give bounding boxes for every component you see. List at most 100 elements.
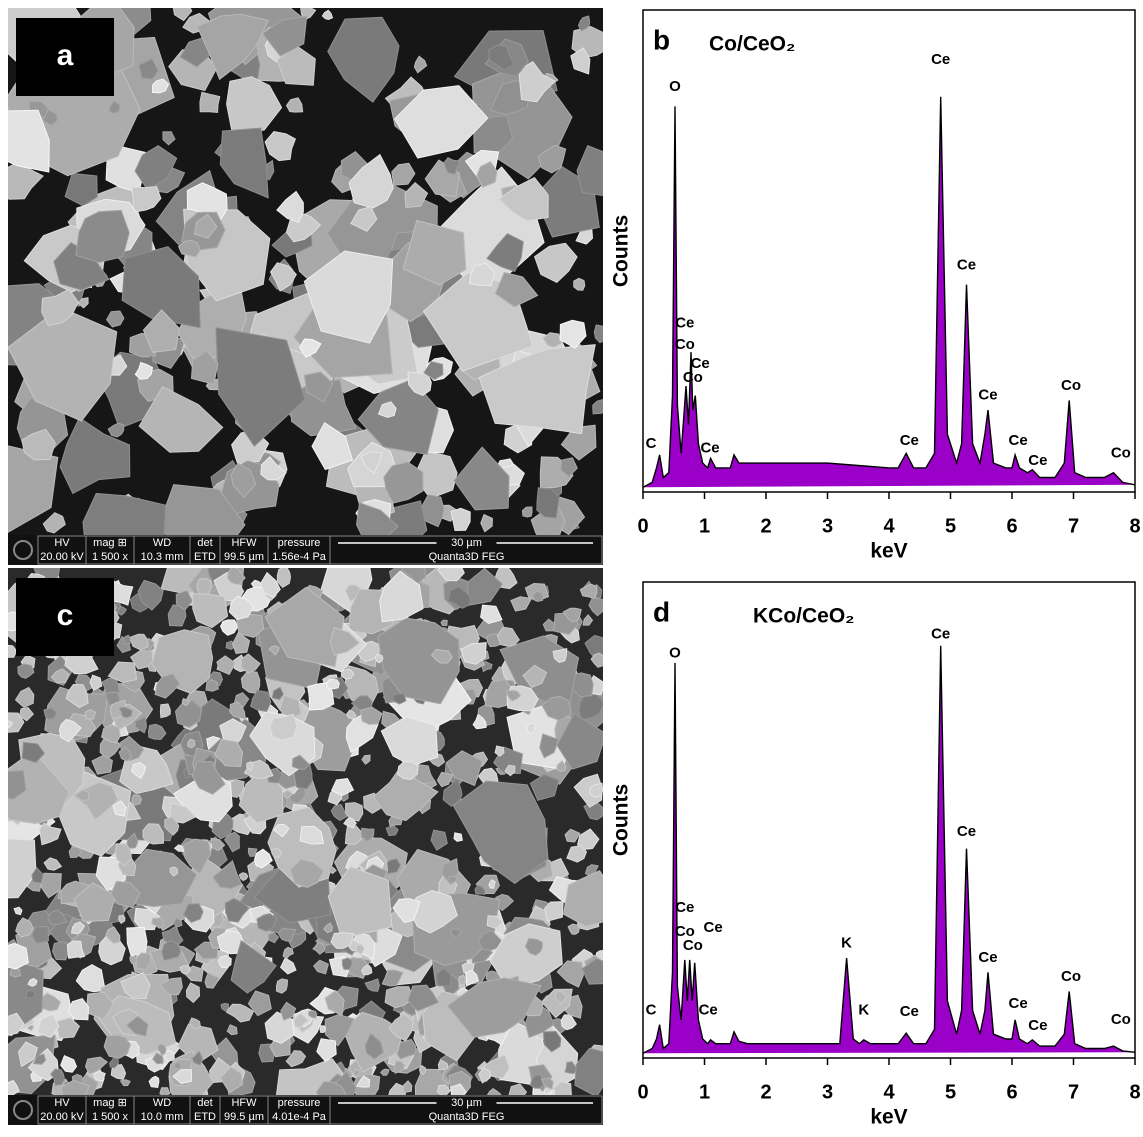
peak-label: Ce [675, 314, 694, 331]
micrograph: aHV20.00 kVmag ⊞1 500 xWD10.3 mmdetETDHF… [0, 0, 630, 574]
particle [94, 1071, 106, 1081]
figure: aHV20.00 kVmag ⊞1 500 xWD10.3 mmdetETDHF… [0, 0, 1143, 1132]
x-tick-label: 2 [760, 1081, 771, 1103]
info-key: pressure [278, 1097, 321, 1109]
peak-label: Ce [1028, 452, 1047, 469]
info-key: WD [153, 537, 171, 549]
spectrum [643, 646, 1135, 1053]
panel-label: c [57, 599, 74, 632]
x-tick-label: 0 [637, 1081, 648, 1103]
peak-label: Ce [1028, 1017, 1047, 1034]
particle [143, 824, 164, 844]
peak-label: K [841, 935, 852, 952]
x-tick-label: 8 [1129, 1081, 1140, 1103]
particle [188, 739, 195, 748]
info-value: 99.5 µm [224, 1111, 264, 1123]
info-key: HV [54, 537, 70, 549]
info-value: 20.00 kV [40, 551, 84, 563]
x-tick-label: 7 [1068, 1081, 1079, 1103]
info-key: mag ⊞ [93, 1097, 127, 1109]
peak-label: Co [1061, 377, 1081, 394]
x-tick-label: 7 [1068, 515, 1079, 537]
particle [451, 508, 470, 530]
x-tick-label: 0 [637, 515, 648, 537]
info-value: 1 500 x [92, 551, 129, 563]
info-key: WD [153, 1097, 171, 1109]
info-value: 10.0 mm [141, 1111, 184, 1123]
x-tick-label: 2 [760, 515, 771, 537]
peak-label: K [858, 1001, 869, 1018]
info-key: mag ⊞ [93, 537, 127, 549]
x-tick-label: 8 [1129, 515, 1140, 537]
particle [132, 795, 142, 805]
peak-label: Co [675, 336, 695, 353]
particle [85, 710, 96, 719]
peak-label: Ce [675, 899, 694, 916]
peak-label: Ce [1009, 995, 1028, 1012]
scale-label: 30 µm [451, 537, 482, 549]
panel-label: b [653, 24, 670, 55]
x-tick-label: 1 [699, 515, 710, 537]
peak-label: Ce [900, 432, 919, 449]
particle [454, 833, 462, 842]
peak-label: Ce [700, 440, 719, 457]
particle [326, 680, 339, 690]
x-axis-label: keV [870, 540, 907, 563]
peak-label: Ce [704, 919, 723, 936]
particle [0, 943, 28, 969]
micrograph: cHV20.00 kVmag ⊞1 500 xWD10.0 mmdetETDHF… [0, 545, 617, 1125]
info-value: 1 500 x [92, 1111, 129, 1123]
info-value: 99.5 µm [224, 551, 264, 563]
instrument: Quanta3D FEG [429, 1111, 505, 1123]
peak-label: Ce [957, 823, 976, 840]
peak-label: C [646, 1001, 657, 1018]
chart-title: Co/CeO₂ [709, 33, 795, 56]
particle [345, 826, 361, 845]
peak-label: Co [683, 937, 703, 954]
info-value: 20.00 kV [40, 1111, 84, 1123]
x-tick-label: 4 [883, 515, 895, 537]
info-key: pressure [278, 537, 321, 549]
particle [577, 146, 630, 196]
info-key: HV [54, 1097, 70, 1109]
particle [175, 1063, 182, 1069]
peak-label: Ce [978, 387, 997, 404]
particle [343, 958, 353, 970]
particle [270, 714, 297, 740]
info-value: ETD [194, 551, 216, 563]
peak-label: Ce [900, 1003, 919, 1020]
particle [527, 723, 536, 733]
info-value: 1.56e-4 Pa [272, 551, 327, 563]
x-tick-label: 3 [822, 515, 833, 537]
x-tick-label: 4 [883, 1081, 895, 1103]
x-tick-label: 5 [945, 1081, 956, 1103]
peak-label: Co [1111, 444, 1131, 461]
y-axis-label: Counts [610, 784, 633, 856]
info-key: det [197, 537, 212, 549]
particle [594, 325, 610, 343]
peak-label: Ce [1009, 432, 1028, 449]
particle [441, 620, 447, 625]
panel-label: a [57, 39, 74, 72]
peak-label: Ce [931, 51, 950, 68]
x-axis-label: keV [870, 1106, 907, 1129]
panel-label: d [653, 596, 670, 627]
peak-label: O [669, 78, 681, 95]
particle [459, 975, 466, 985]
peak-label: Co [683, 369, 703, 386]
info-key: HFW [231, 537, 257, 549]
spectrum [643, 97, 1135, 487]
chart-title: KCo/CeO₂ [753, 605, 855, 628]
y-axis-label: Counts [610, 215, 633, 287]
peak-label: Ce [957, 256, 976, 273]
info-key: det [197, 1097, 212, 1109]
info-value: 4.01e-4 Pa [272, 1111, 327, 1123]
particle [160, 704, 170, 718]
x-tick-label: 6 [1006, 515, 1017, 537]
particle [320, 1026, 326, 1033]
x-tick-label: 5 [945, 515, 956, 537]
peak-label: Ce [699, 1001, 718, 1018]
particle [127, 927, 147, 955]
x-tick-label: 6 [1006, 1081, 1017, 1103]
particle [0, 110, 49, 172]
